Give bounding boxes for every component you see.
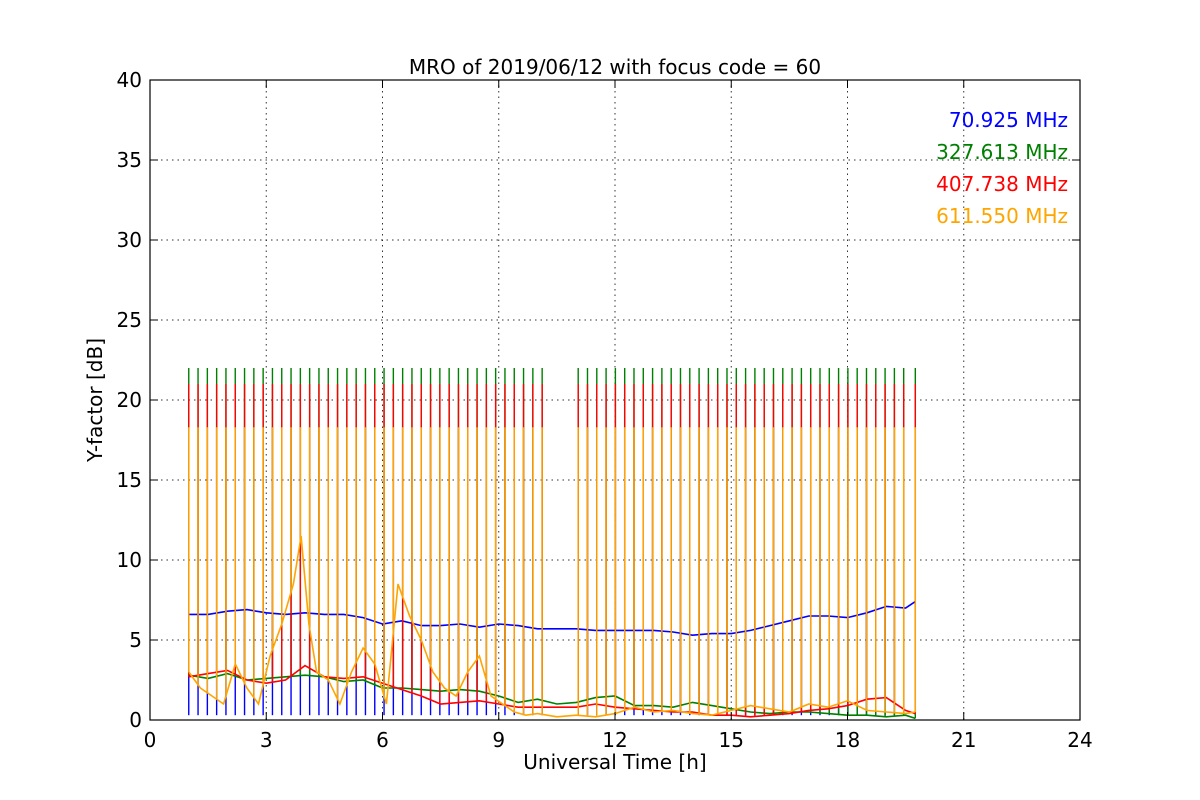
series-3 [188,427,917,718]
series-line [188,664,916,718]
ticks: 0 3 6 9 12 15 18 21 24 0 5 10 15 20 25 30 35 40 [117,68,1093,752]
y-tick-label: 35 [117,148,142,172]
y-tick-label: 0 [129,708,142,732]
x-axis-label: Universal Time [h] [523,750,706,774]
y-tick-label: 30 [117,228,142,252]
x-tick-label: 0 [144,728,157,752]
x-tick-label: 9 [492,728,505,752]
x-tick-label: 24 [1067,728,1092,752]
y-tick-label: 40 [117,68,142,92]
x-tick-label: 21 [951,728,976,752]
y-tick-label: 25 [117,308,142,332]
y-tick-label: 10 [117,548,142,572]
legend-entry: 327.613 MHz [936,140,1068,164]
legend-entry: 611.550 MHz [936,204,1068,228]
x-tick-label: 6 [376,728,389,752]
x-tick-label: 3 [260,728,273,752]
y-tick-label: 5 [129,628,142,652]
y-axis-label: Y-factor [dB] [83,338,107,463]
series-line [188,600,916,637]
y-tick-label: 15 [117,468,142,492]
y-tick-label: 20 [117,388,142,412]
chart-title: MRO of 2019/06/12 with focus code = 60 [409,55,821,79]
x-tick-label: 15 [719,728,744,752]
x-tick-label: 18 [835,728,860,752]
series-layer [188,368,917,720]
series-line [188,535,916,718]
legend-entry: 407.738 MHz [936,172,1068,196]
x-tick-label: 12 [602,728,627,752]
legend-entry: 70.925 MHz [949,108,1068,132]
legend: 70.925 MHz 327.613 MHz 407.738 MHz 611.550 … [936,108,1068,228]
